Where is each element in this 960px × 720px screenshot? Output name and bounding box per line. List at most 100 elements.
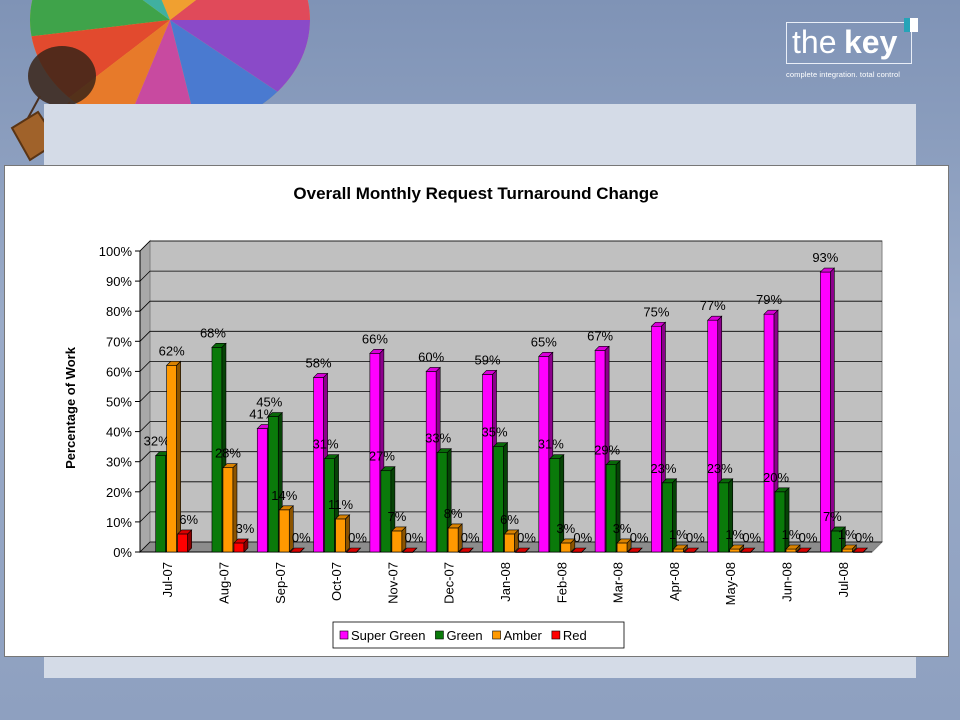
- data-label: 75%: [643, 304, 669, 319]
- bar-amber: [166, 365, 177, 553]
- bar-green: [155, 455, 166, 553]
- data-label: 32%: [144, 434, 170, 449]
- logo-word-key: key: [844, 24, 898, 60]
- x-tick-label: Apr-08: [667, 562, 682, 601]
- legend-swatch-red: [551, 630, 561, 640]
- bar-side-red: [187, 529, 192, 553]
- bar-amber: [729, 548, 741, 553]
- bar-super-green: [425, 371, 437, 553]
- bar-green: [493, 446, 504, 553]
- bar-super-green: [482, 374, 493, 553]
- legend-label-amber: Amber: [504, 628, 543, 643]
- bar-super-green: [313, 377, 324, 553]
- x-tick-label: Feb-08: [554, 562, 569, 603]
- data-label: 3%: [613, 521, 632, 536]
- data-label: 35%: [481, 425, 507, 440]
- bar-chart: Overall Monthly Request Turnaround Chang…: [63, 184, 884, 649]
- data-label: 7%: [823, 509, 842, 524]
- y-tick-label: 50%: [106, 395, 132, 410]
- bar-amber: [616, 542, 628, 553]
- gridline: [139, 541, 882, 553]
- bar-red: [233, 542, 245, 553]
- data-label: 59%: [474, 352, 500, 367]
- bar-side-amber: [401, 526, 407, 553]
- bar-side-amber: [288, 505, 294, 553]
- y-tick-label: 80%: [106, 304, 132, 319]
- bar-side-amber: [570, 538, 576, 553]
- data-label: 3%: [236, 521, 255, 536]
- bar-side-red: [300, 547, 305, 553]
- data-label: 67%: [587, 328, 613, 343]
- bar-side-red: [806, 547, 812, 553]
- legend-swatch-super-green: [339, 630, 349, 640]
- data-label: 1%: [782, 527, 801, 542]
- y-tick-label: 30%: [106, 455, 132, 470]
- x-tick-label: Nov-07: [385, 562, 400, 604]
- bar-side-green: [615, 459, 621, 553]
- plot-area: 0% 10% 20% 30% 40% 50% 60% 70% 80% 90% 100% 32% 62% 6…: [99, 239, 884, 605]
- data-label: 31%: [538, 437, 564, 452]
- bar-amber: [222, 467, 234, 553]
- data-label: 66%: [362, 331, 388, 346]
- bar-super-green: [707, 319, 719, 553]
- gridline: [139, 300, 882, 312]
- data-label: 11%: [328, 497, 353, 512]
- y-tick-label: 70%: [106, 334, 132, 349]
- legend-swatch-green: [435, 630, 444, 640]
- bar-amber: [560, 542, 572, 553]
- data-label: 93%: [812, 250, 838, 265]
- bar-side-red: [694, 547, 699, 553]
- x-tick-label: Sep-07: [273, 562, 288, 604]
- bar-amber: [504, 533, 515, 553]
- x-tick-label: Mar-08: [611, 562, 626, 603]
- bar-side-red: [637, 547, 643, 553]
- y-tick-label: 40%: [106, 425, 132, 440]
- logo-word-the: the: [792, 24, 837, 60]
- bar-amber: [447, 527, 459, 553]
- y-tick-label: 60%: [106, 364, 132, 379]
- data-label: 7%: [387, 509, 406, 524]
- bar-amber: [335, 518, 346, 553]
- bar-side-red: [863, 547, 868, 553]
- legend-label-red: Red: [563, 628, 587, 643]
- x-tick-label: May-08: [723, 562, 738, 605]
- bar-green: [436, 452, 448, 553]
- data-label: 33%: [425, 431, 451, 446]
- y-tick-label: 90%: [106, 274, 132, 289]
- data-label: 65%: [531, 334, 557, 349]
- chart-container: Overall Monthly Request Turnaround Chang…: [4, 165, 949, 657]
- bar-amber: [842, 548, 853, 553]
- chart-title: Overall Monthly Request Turnaround Chang…: [293, 184, 658, 203]
- gridline: [139, 511, 882, 523]
- y-tick-label: 10%: [106, 515, 132, 530]
- data-label: 62%: [159, 343, 185, 358]
- data-label: 0%: [686, 530, 705, 545]
- data-label: 0%: [292, 530, 311, 545]
- bar-side-green: [784, 487, 790, 553]
- data-label: 77%: [700, 298, 726, 313]
- data-label: 68%: [200, 325, 226, 340]
- bar-red: [177, 533, 188, 553]
- data-label: 20%: [763, 470, 789, 485]
- bar-amber: [785, 548, 797, 553]
- y-axis-label: Percentage of Work: [63, 346, 78, 469]
- data-label: 23%: [650, 461, 676, 476]
- data-label: 6%: [500, 512, 519, 527]
- data-label: 45%: [256, 395, 282, 410]
- bar-side-green: [559, 453, 565, 553]
- y-tick-label: 20%: [106, 485, 132, 500]
- data-label: 0%: [855, 530, 874, 545]
- bar-super-green: [256, 428, 268, 553]
- legend: Super Green Green Amber Red: [332, 621, 625, 649]
- bar-side-red: [750, 547, 755, 553]
- data-label: 1%: [725, 527, 744, 542]
- data-label: 1%: [669, 527, 688, 542]
- y-tick-label: 100%: [99, 244, 133, 259]
- bar-super-green: [763, 313, 775, 553]
- bar-side-amber: [795, 544, 801, 553]
- logo-tagline: complete integration. total control: [786, 70, 900, 79]
- data-label: 29%: [594, 443, 620, 458]
- data-label: 0%: [630, 530, 649, 545]
- bar-amber: [391, 530, 403, 553]
- data-label: 60%: [418, 349, 444, 364]
